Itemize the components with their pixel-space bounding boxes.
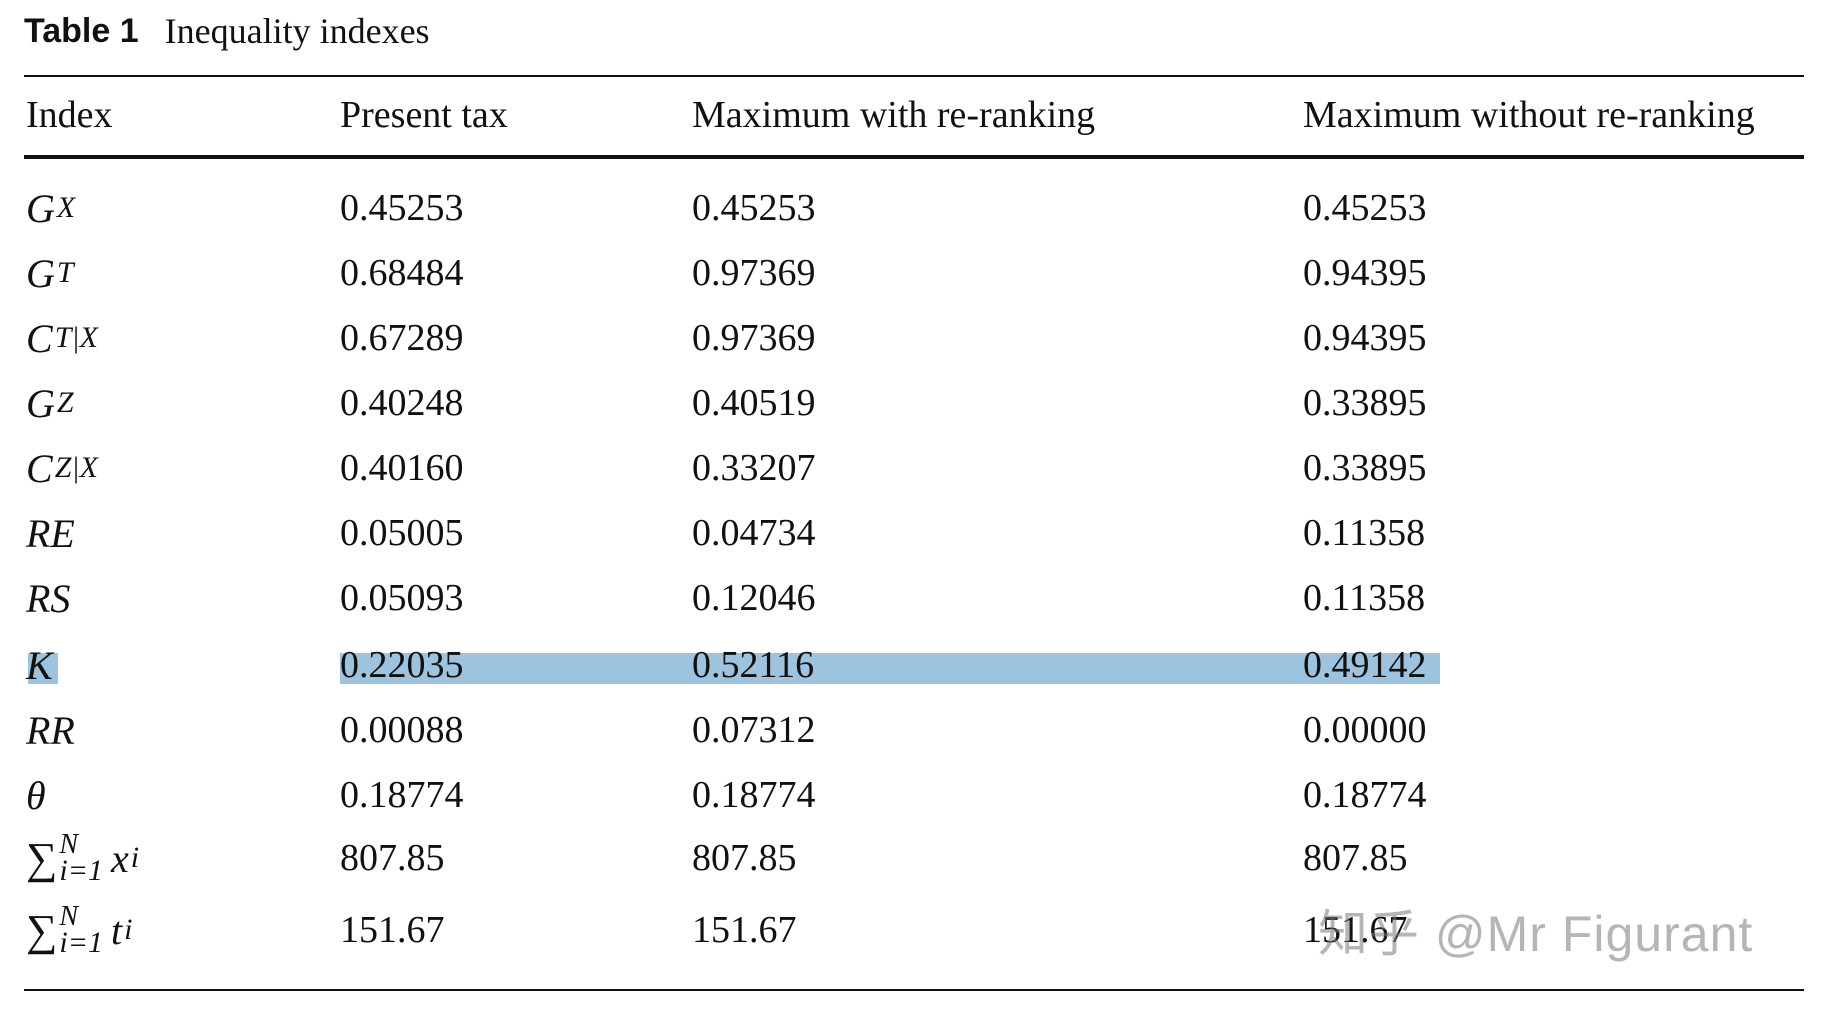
summation-lower: i=1	[59, 926, 103, 960]
value-cell: 0.40519	[692, 382, 816, 424]
header-rule	[24, 155, 1804, 159]
index-symbol: C	[26, 445, 53, 491]
table-row: G Z 0.40248 0.40519 0.33895	[0, 373, 1827, 433]
bottom-rule	[24, 989, 1804, 991]
header-max-without-reranking: Maximum without re-ranking	[1303, 94, 1755, 136]
value-cell: 0.18774	[340, 774, 464, 816]
watermark: 知乎 @Mr Figurant	[1318, 906, 1754, 962]
selection-highlight	[28, 653, 58, 684]
index-symbol: G	[26, 250, 55, 296]
table-row: C Z|X 0.40160 0.33207 0.33895	[0, 438, 1827, 498]
index-cell: K	[26, 635, 53, 695]
index-symbol: RE	[26, 510, 75, 556]
value-cell: 0.00000	[1303, 709, 1427, 751]
summation-symbol: ∑	[26, 833, 58, 883]
value-cell: 0.52116	[692, 644, 815, 686]
summation-upper: N	[59, 900, 79, 932]
summation-symbol: ∑	[26, 905, 58, 955]
index-symbol: RS	[26, 575, 71, 621]
index-symbol: G	[26, 380, 55, 426]
table-row: RR 0.00088 0.07312 0.00000	[0, 700, 1827, 760]
table-row: G X 0.45253 0.45253 0.45253	[0, 178, 1827, 238]
index-symbol: θ	[26, 772, 46, 818]
index-cell: RS	[26, 568, 70, 628]
summation-upper: N	[59, 828, 79, 860]
value-cell: 0.11358	[1303, 512, 1426, 554]
value-cell: 0.45253	[340, 187, 464, 229]
value-cell: 0.40160	[340, 447, 464, 489]
value-cell: 0.12046	[692, 577, 816, 619]
value-cell: 0.07312	[692, 709, 816, 751]
value-cell: 151.67	[1303, 909, 1408, 951]
value-cell: 0.11358	[1303, 577, 1426, 619]
value-cell: 0.05005	[340, 512, 464, 554]
value-cell: 0.05093	[340, 577, 464, 619]
summation-variable: x	[110, 835, 129, 881]
value-cell: 0.40248	[340, 382, 464, 424]
value-cell: 0.94395	[1303, 252, 1427, 294]
value-cell: 151.67	[340, 909, 445, 951]
value-cell: 0.22035	[340, 644, 464, 686]
value-cell: 0.68484	[340, 252, 464, 294]
header-index: Index	[26, 94, 113, 136]
value-cell: 0.00088	[340, 709, 464, 751]
value-cell: 807.85	[1303, 837, 1408, 879]
index-cell: C T|X	[26, 315, 98, 361]
index-cell: RR	[26, 700, 75, 760]
value-cell: 0.49142	[1303, 644, 1427, 686]
header-present-tax: Present tax	[340, 94, 508, 136]
table-caption: Table 1 Inequality indexes	[24, 6, 430, 56]
value-cell: 151.67	[692, 909, 797, 951]
table-header-row: Index Present tax Maximum with re-rankin…	[0, 85, 1827, 145]
value-cell: 0.45253	[692, 187, 816, 229]
summation-lower: i=1	[59, 854, 103, 888]
value-cell: 0.18774	[692, 774, 816, 816]
value-cell: 0.33895	[1303, 382, 1427, 424]
value-cell: 0.18774	[1303, 774, 1427, 816]
table-row: C T|X 0.67289 0.97369 0.94395	[0, 308, 1827, 368]
summation-variable: t	[110, 907, 123, 953]
index-cell: C Z|X	[26, 445, 98, 491]
index-symbol: RR	[26, 707, 75, 753]
table-row: G T 0.68484 0.97369 0.94395	[0, 243, 1827, 303]
table-title: Inequality indexes	[164, 11, 430, 51]
table-row: RE 0.05005 0.04734 0.11358	[0, 503, 1827, 563]
header-max-with-reranking: Maximum with re-ranking	[692, 94, 1096, 136]
selection-highlight-values	[340, 653, 1440, 684]
value-cell: 0.97369	[692, 317, 816, 359]
value-cell: 0.04734	[692, 512, 816, 554]
value-cell: 0.33207	[692, 447, 816, 489]
index-symbol: K	[26, 642, 53, 688]
index-symbol: C	[26, 315, 53, 361]
table-number: Table 1	[24, 11, 139, 50]
table-row: RS 0.05093 0.12046 0.11358	[0, 568, 1827, 628]
value-cell: 0.97369	[692, 252, 816, 294]
value-cell: 0.33895	[1303, 447, 1427, 489]
value-cell: 0.67289	[340, 317, 464, 359]
table-row: θ 0.18774 0.18774 0.18774	[0, 765, 1827, 825]
index-cell: RE	[26, 503, 75, 563]
index-symbol: G	[26, 185, 55, 231]
top-rule	[24, 75, 1804, 77]
index-cell: θ	[26, 765, 46, 825]
value-cell: 0.45253	[1303, 187, 1427, 229]
value-cell: 807.85	[340, 837, 445, 879]
value-cell: 807.85	[692, 837, 797, 879]
table-row: K 0.22035 0.52116 0.49142	[0, 635, 1827, 695]
value-cell: 0.94395	[1303, 317, 1427, 359]
